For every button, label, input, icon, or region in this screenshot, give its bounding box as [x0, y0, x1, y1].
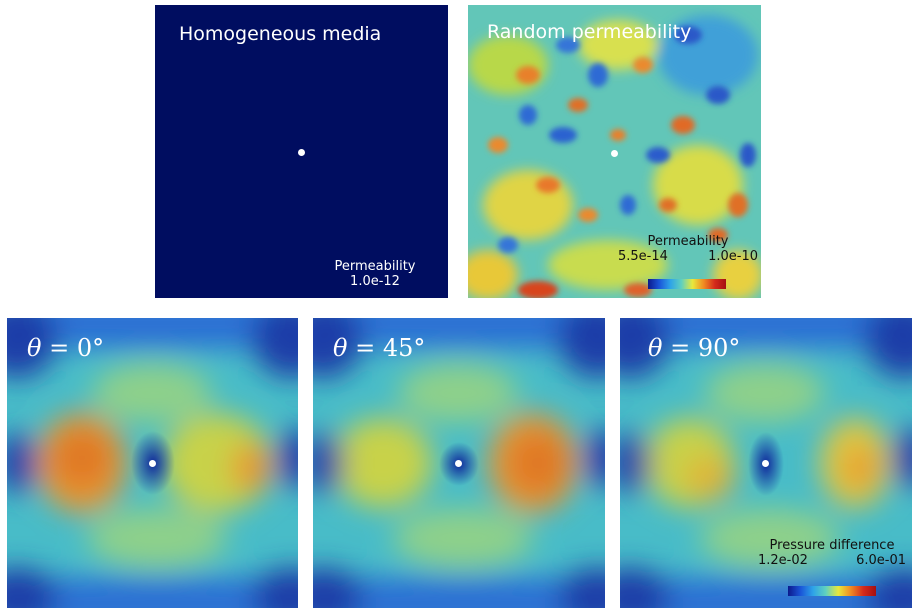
pressure-legend-max: 6.0e-01: [856, 553, 906, 568]
homogeneous-legend-title: Permeability: [334, 259, 416, 274]
injection-well-dot: [455, 460, 462, 467]
random-legend-min: 5.5e-14: [618, 249, 668, 264]
pressure-panel-theta-45: θ = 45°: [313, 318, 605, 608]
theta-label: θ = 45°: [333, 334, 425, 362]
pressure-panel-theta-90: θ = 90° Pressure difference 1.2e-02 6.0e…: [620, 318, 912, 608]
permeability-colorbar: [648, 279, 726, 289]
homogeneous-legend: Permeability 1.0e-12: [320, 259, 430, 289]
theta-value: = 90°: [670, 334, 741, 362]
injection-well-dot: [298, 149, 305, 156]
injection-well-dot: [762, 460, 769, 467]
theta-symbol: θ: [648, 334, 663, 362]
random-permeability-title: Random permeability: [487, 21, 692, 43]
homogeneous-title: Homogeneous media: [179, 23, 382, 45]
pressure-colorbar: [788, 586, 876, 596]
injection-well-dot: [611, 150, 618, 157]
theta-symbol: θ: [333, 334, 348, 362]
injection-well-dot: [149, 460, 156, 467]
theta-label: θ = 0°: [27, 334, 104, 362]
random-legend-max: 1.0e-10: [708, 249, 758, 264]
theta-value: = 45°: [355, 334, 426, 362]
homogeneous-panel: Homogeneous media Permeability 1.0e-12: [155, 5, 448, 298]
theta-symbol: θ: [27, 334, 42, 362]
homogeneous-legend-value: 1.0e-12: [350, 274, 400, 289]
random-permeability-field: [468, 5, 761, 298]
pressure-panel-theta-0: θ = 0°: [7, 318, 298, 608]
theta-value: = 0°: [49, 334, 105, 362]
pressure-legend-min: 1.2e-02: [758, 553, 808, 568]
pressure-legend: Pressure difference 1.2e-02 6.0e-01: [752, 538, 912, 568]
theta-label: θ = 90°: [648, 334, 740, 362]
random-permeability-legend: Permeability 5.5e-14 1.0e-10: [618, 234, 758, 264]
random-permeability-panel: Random permeability Permeability 5.5e-14…: [468, 5, 761, 298]
random-legend-title: Permeability: [647, 234, 729, 249]
pressure-legend-title: Pressure difference: [769, 538, 895, 553]
